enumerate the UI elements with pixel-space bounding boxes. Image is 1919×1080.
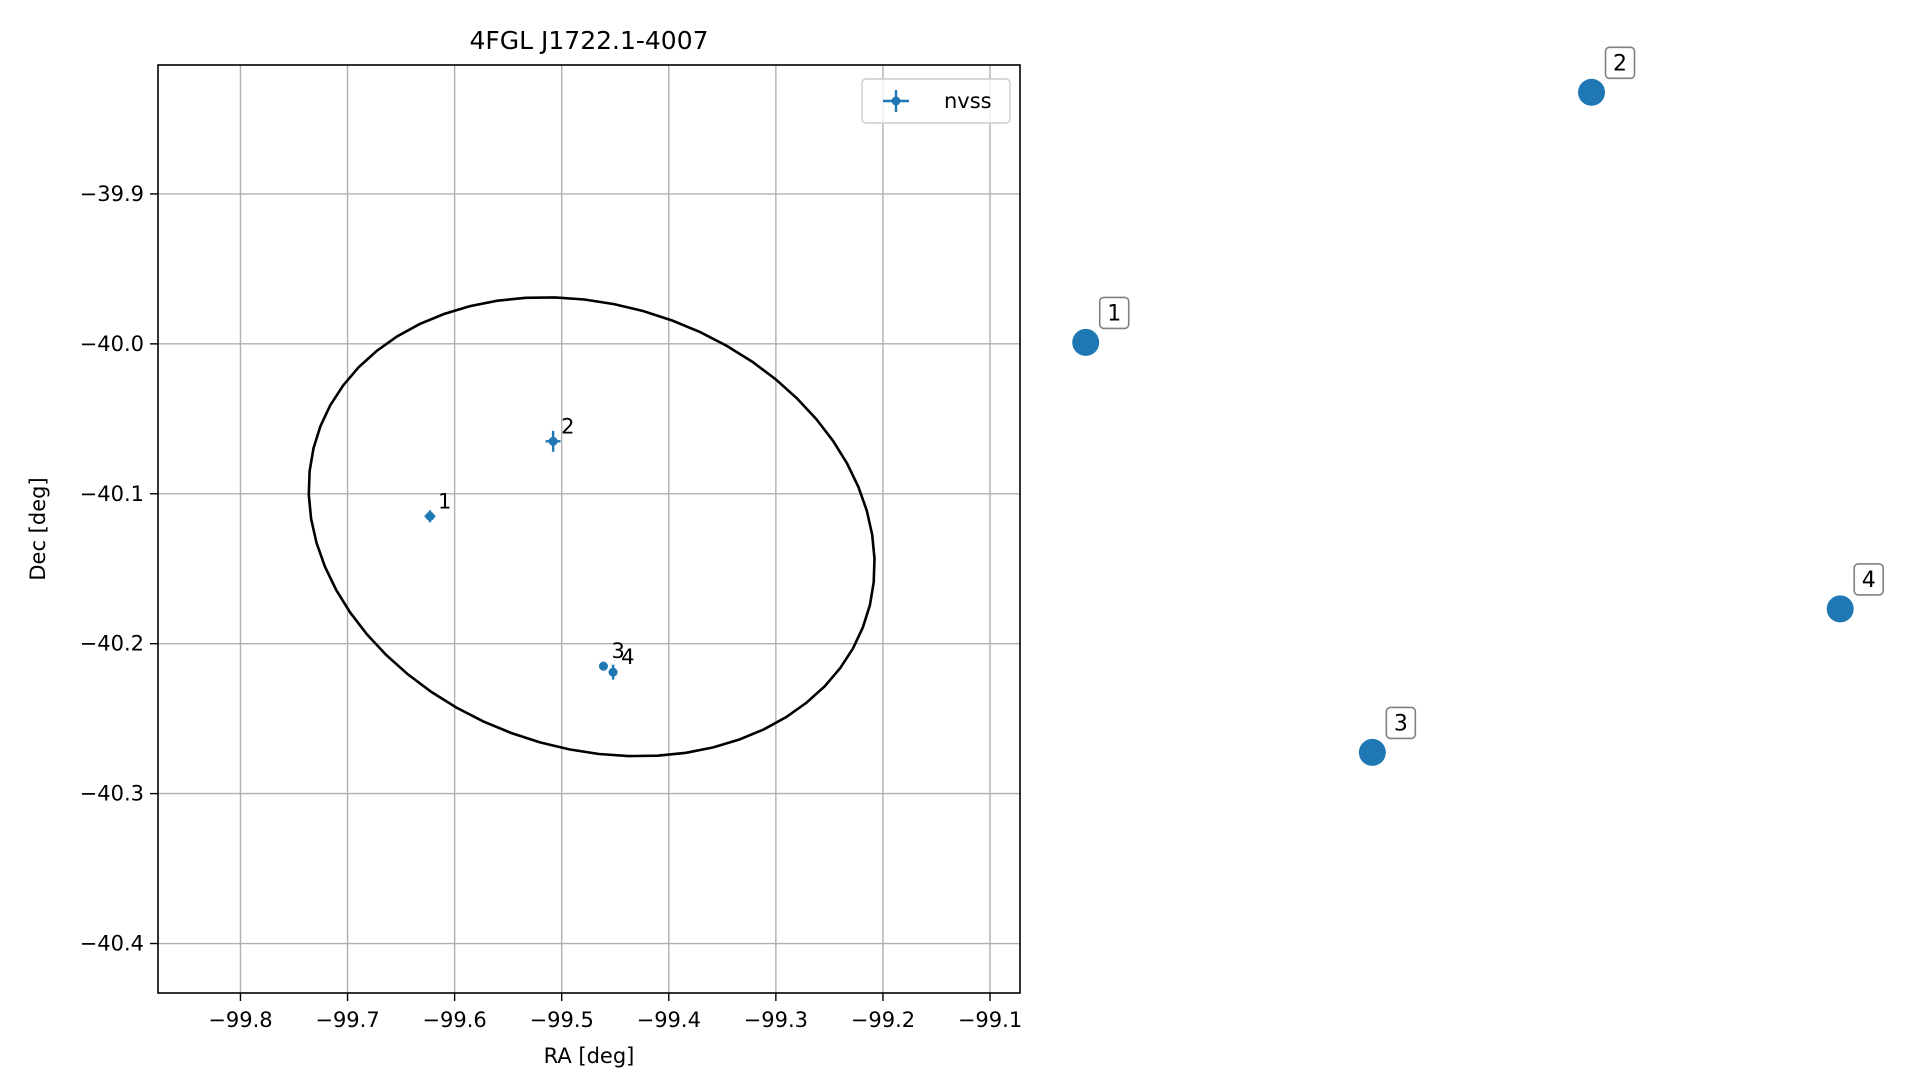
points-layer: 1 2 34 <box>424 414 634 680</box>
point-marker <box>598 661 608 671</box>
node-label: 2 <box>1613 51 1627 76</box>
legend: nvss <box>861 78 1011 124</box>
node-2: 2 <box>1578 46 1636 106</box>
data-point-1: 1 <box>424 489 451 523</box>
y-axis-ticks: −39.9 −40.0 −40.1 −40.2 −40.3 −40.4 <box>80 182 158 956</box>
legend-entry-nvss: nvss <box>944 89 992 113</box>
legend-box <box>861 78 1011 124</box>
node-badge <box>1385 706 1417 740</box>
node-marker <box>1578 78 1606 106</box>
node-marker <box>1826 595 1854 623</box>
y-tick-label: −40.3 <box>80 782 144 806</box>
node-marker <box>1358 738 1386 766</box>
point-label: 4 <box>621 645 634 669</box>
node-label: 3 <box>1394 711 1408 736</box>
point-marker <box>608 667 618 677</box>
x-tick-label: −99.7 <box>315 1008 379 1032</box>
y-tick-label: −40.0 <box>80 332 144 356</box>
point-marker <box>548 436 558 446</box>
node-3: 3 <box>1358 706 1417 766</box>
legend-marker <box>883 90 909 112</box>
point-marker <box>425 511 435 521</box>
point-label: 2 <box>561 414 574 438</box>
y-axis-title: Dec [deg] <box>26 477 50 580</box>
x-tick-label: −99.6 <box>422 1008 486 1032</box>
ellipse-layer <box>307 296 876 758</box>
node-badge <box>1853 563 1885 596</box>
x-axis-title: RA [deg] <box>544 1044 635 1068</box>
point-label: 1 <box>438 489 451 513</box>
data-point-3: 3 <box>598 639 625 671</box>
node-1: 1 <box>1072 296 1130 356</box>
node-4: 4 <box>1826 563 1885 623</box>
plot-frame <box>157 64 1021 994</box>
node-marker <box>1072 328 1100 356</box>
data-point-2: 2 <box>545 414 575 452</box>
y-tick-label: −40.4 <box>80 932 144 956</box>
x-tick-label: −99.1 <box>958 1008 1022 1032</box>
x-tick-label: −99.2 <box>851 1008 915 1032</box>
x-axis-ticks: −99.8 −99.7 −99.6 −99.5 −99.4 −99.3 −99.2 −99.1 <box>208 993 1022 1032</box>
node-label: 1 <box>1107 301 1121 326</box>
side-panel: 1 2 3 4 <box>1072 46 1885 766</box>
node-label: 4 <box>1862 568 1876 593</box>
point-label: 3 <box>611 639 624 663</box>
data-point-4: 4 <box>608 645 634 680</box>
grid <box>158 65 1020 993</box>
error-ellipse <box>307 296 876 758</box>
node-badge <box>1098 296 1130 330</box>
chart-title: 4FGL J1722.1-4007 <box>469 26 708 55</box>
node-badge <box>1604 46 1636 80</box>
x-tick-label: −99.4 <box>637 1008 701 1032</box>
x-tick-label: −99.5 <box>530 1008 594 1032</box>
x-tick-label: −99.3 <box>744 1008 808 1032</box>
x-tick-label: −99.8 <box>208 1008 272 1032</box>
legend-marker-dot <box>891 96 901 106</box>
y-tick-label: −40.1 <box>80 482 144 506</box>
y-tick-label: −39.9 <box>80 182 144 206</box>
y-tick-label: −40.2 <box>80 632 144 656</box>
